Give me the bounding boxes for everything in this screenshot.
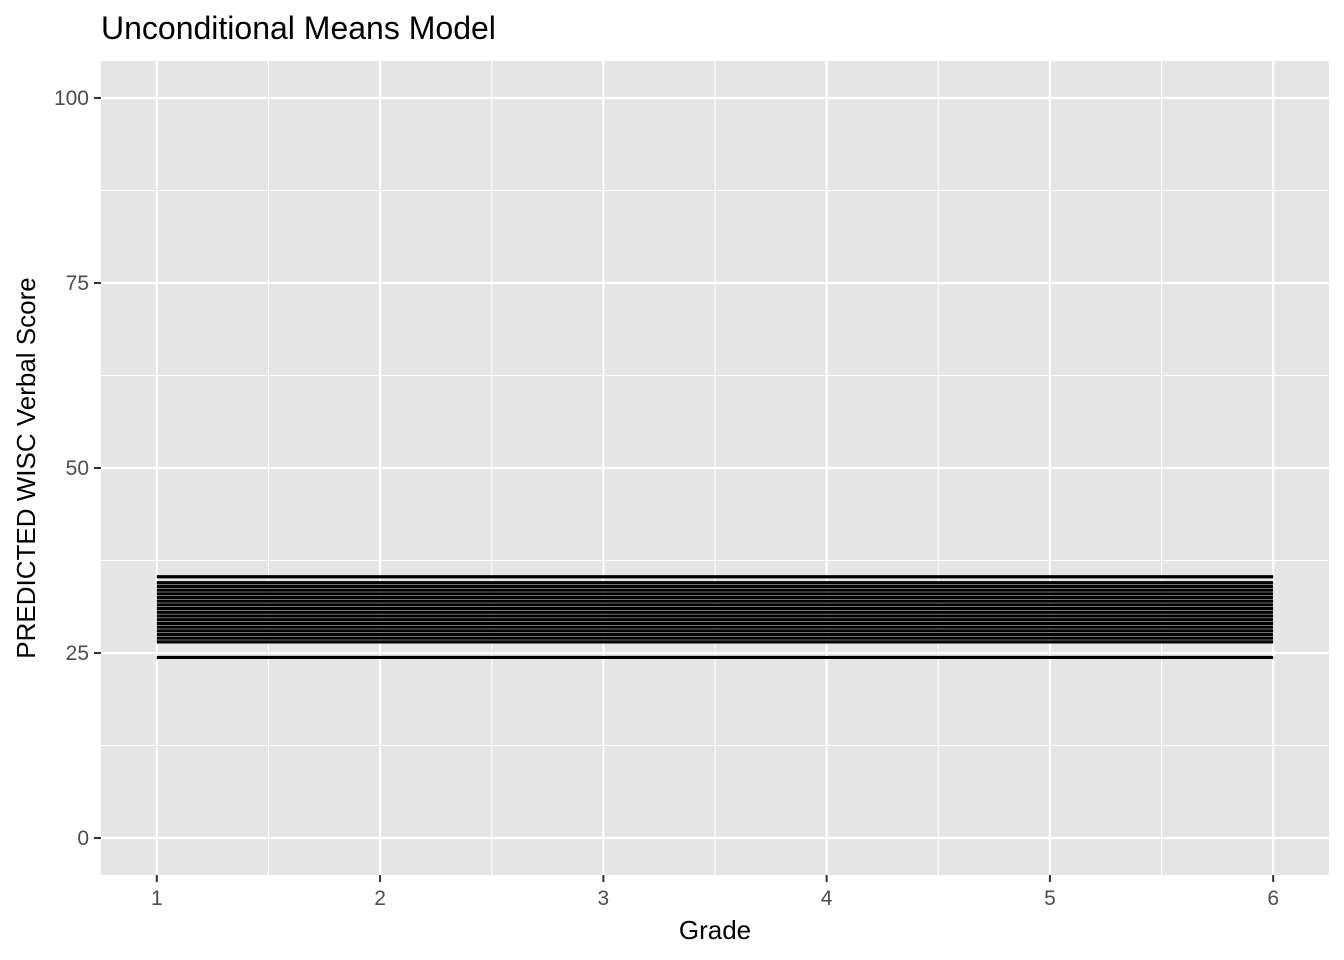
series-layer bbox=[156, 575, 1274, 660]
x-tick-label-1: 2 bbox=[374, 887, 386, 910]
major-grid bbox=[101, 61, 1329, 875]
x-axis-title: Grade bbox=[679, 915, 751, 945]
x-tick-label-4: 5 bbox=[1044, 887, 1056, 910]
chart-title: Unconditional Means Model bbox=[101, 10, 496, 46]
x-axis-ticks: 1 2 3 4 5 6 bbox=[151, 875, 1279, 910]
x-tick-label-3: 4 bbox=[821, 887, 833, 910]
x-tick-label-0: 1 bbox=[151, 887, 163, 910]
y-tick-label-1: 25 bbox=[66, 642, 89, 665]
y-tick-label-4: 100 bbox=[54, 87, 89, 110]
y-axis-title: PREDICTED WISC Verbal Score bbox=[11, 277, 41, 658]
y-tick-label-2: 50 bbox=[66, 457, 89, 480]
y-tick-label-0: 0 bbox=[77, 827, 89, 850]
x-tick-label-5: 6 bbox=[1267, 887, 1279, 910]
y-tick-label-3: 75 bbox=[66, 272, 89, 295]
x-tick-label-2: 3 bbox=[598, 887, 610, 910]
y-axis-ticks: 0 25 50 75 100 bbox=[54, 87, 101, 850]
